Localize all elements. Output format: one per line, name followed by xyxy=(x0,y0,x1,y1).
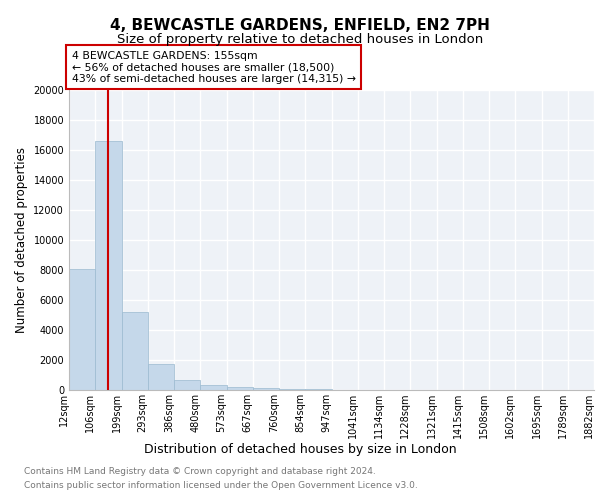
Bar xyxy=(121,312,148,390)
Text: 4 BEWCASTLE GARDENS: 155sqm
← 56% of detached houses are smaller (18,500)
43% of: 4 BEWCASTLE GARDENS: 155sqm ← 56% of det… xyxy=(71,51,356,84)
Text: 4, BEWCASTLE GARDENS, ENFIELD, EN2 7PH: 4, BEWCASTLE GARDENS, ENFIELD, EN2 7PH xyxy=(110,18,490,32)
Text: Contains public sector information licensed under the Open Government Licence v3: Contains public sector information licen… xyxy=(24,481,418,490)
Bar xyxy=(69,268,95,390)
Text: Size of property relative to detached houses in London: Size of property relative to detached ho… xyxy=(117,32,483,46)
Y-axis label: Number of detached properties: Number of detached properties xyxy=(15,147,28,333)
Bar xyxy=(227,387,253,390)
Bar xyxy=(305,389,331,390)
Bar xyxy=(174,380,200,390)
Bar xyxy=(95,141,121,390)
Text: Contains HM Land Registry data © Crown copyright and database right 2024.: Contains HM Land Registry data © Crown c… xyxy=(24,468,376,476)
Bar xyxy=(279,388,305,390)
Text: Distribution of detached houses by size in London: Distribution of detached houses by size … xyxy=(143,442,457,456)
Bar xyxy=(200,385,227,390)
Bar xyxy=(148,364,174,390)
Bar xyxy=(253,388,279,390)
